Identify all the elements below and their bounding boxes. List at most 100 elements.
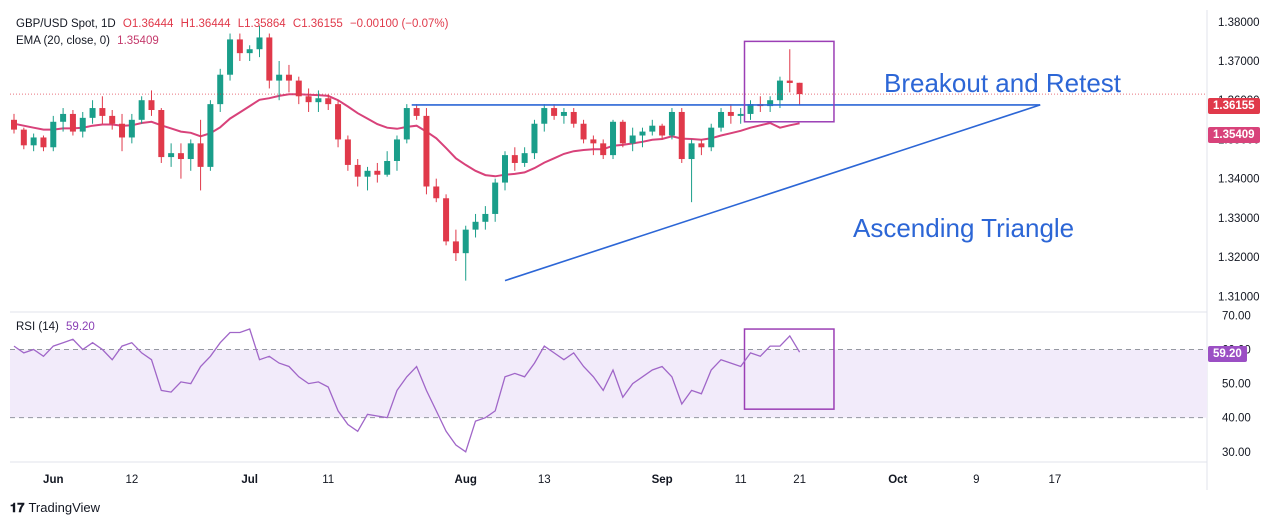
- ema-legend: EMA (20, close, 0) 1.35409: [16, 35, 163, 47]
- candle-body: [177, 153, 184, 160]
- candle-body: [776, 80, 783, 101]
- time-tick-label: 21: [793, 474, 806, 486]
- candle-body: [207, 104, 214, 167]
- ema-label: EMA (20, close, 0): [16, 35, 110, 47]
- candle-body: [560, 111, 567, 116]
- candle-body: [482, 213, 489, 222]
- time-tick-label: Sep: [652, 474, 673, 486]
- candle-body: [40, 137, 47, 148]
- candle-body: [737, 113, 744, 116]
- candle-body: [619, 121, 626, 144]
- rsi-highlight-box: [743, 328, 835, 410]
- annotation-breakout: Breakout and Retest: [884, 68, 1122, 98]
- time-tick-label: Oct: [888, 474, 907, 486]
- candle-body: [413, 108, 420, 116]
- breakout-box: [743, 40, 835, 123]
- rsi-tick-label: 30.00: [1222, 447, 1251, 459]
- time-tick-label: Jul: [241, 474, 258, 486]
- price-tick-label: 1.37000: [1218, 56, 1260, 68]
- rsi-badge: 59.20: [1208, 346, 1247, 362]
- time-tick-label: 12: [125, 474, 138, 486]
- candle-body: [462, 229, 469, 254]
- open-value: O1.36444: [122, 18, 174, 30]
- candle-body: [354, 164, 361, 177]
- candle-body: [511, 155, 518, 163]
- tradingview-brand: TradingView: [28, 500, 101, 515]
- candle-body: [158, 110, 165, 158]
- candle-body: [148, 100, 155, 111]
- candle-body: [433, 186, 440, 199]
- symbol-label: GBP/USD Spot, 1D: [16, 18, 116, 30]
- candle-body: [236, 39, 243, 54]
- candle-body: [246, 49, 253, 54]
- ema-value: 1.35409: [117, 35, 159, 47]
- candle-body: [698, 143, 705, 148]
- time-tick-label: 11: [735, 474, 747, 486]
- candle-body: [600, 143, 607, 156]
- rsi-tick-label: 70.00: [1222, 310, 1251, 322]
- close-value: C1.36155: [292, 18, 343, 30]
- candle-body: [344, 139, 351, 165]
- candle-body: [727, 111, 734, 116]
- candle-body: [649, 125, 656, 132]
- price-tick-label: 1.31000: [1218, 291, 1260, 303]
- candle-body: [256, 37, 263, 50]
- candle-body: [374, 170, 381, 175]
- candle-body: [472, 221, 479, 230]
- price-badge: 1.36155: [1208, 98, 1260, 114]
- candle-body: [119, 123, 126, 138]
- price-tick-label: 1.33000: [1218, 213, 1260, 225]
- candle-body: [393, 139, 400, 161]
- rsi-value: 59.20: [66, 321, 95, 333]
- candle-body: [128, 119, 135, 138]
- candle-body: [295, 80, 302, 97]
- price-tick-label: 1.32000: [1218, 252, 1260, 264]
- candle-body: [335, 104, 342, 140]
- rsi-line: [13, 328, 801, 453]
- time-tick-label: Jun: [43, 474, 63, 486]
- candle-body: [305, 96, 312, 103]
- high-value: H1.36444: [180, 18, 231, 30]
- annotation-triangle: Ascending Triangle: [853, 213, 1075, 243]
- candle-body: [30, 137, 37, 146]
- candle-body: [285, 74, 292, 81]
- rsi-tick-label: 40.00: [1222, 413, 1251, 425]
- candle-body: [99, 108, 106, 116]
- time-tick-label: 13: [538, 474, 551, 486]
- tradingview-logo[interactable]: 𝟏𝟕 TradingView: [10, 500, 100, 516]
- candle-body: [384, 161, 391, 175]
- time-tick-label: 9: [973, 474, 979, 486]
- candle-body: [492, 182, 499, 214]
- rsi-legend: RSI (14) 59.20: [16, 321, 99, 333]
- candle-body: [217, 74, 224, 105]
- candle-body: [266, 37, 273, 81]
- candle-body: [50, 121, 57, 148]
- candle-body: [551, 108, 558, 116]
- rsi-band: [10, 349, 1207, 418]
- candle-body: [531, 123, 538, 154]
- candle-body: [187, 143, 194, 160]
- time-tick-label: Aug: [455, 474, 477, 486]
- candle-body: [89, 108, 96, 118]
- candle-body: [443, 198, 450, 242]
- candle-body: [276, 74, 283, 81]
- candle-body: [570, 111, 577, 124]
- candle-body: [11, 119, 17, 130]
- candle-body: [69, 113, 76, 132]
- candle-body: [315, 98, 322, 103]
- candle-body: [423, 115, 430, 187]
- candle-body: [796, 82, 803, 95]
- candle-body: [197, 143, 204, 167]
- candle-body: [541, 108, 548, 124]
- candle-body: [521, 153, 528, 163]
- price-tick-label: 1.34000: [1218, 174, 1260, 186]
- ema-badge: 1.35409: [1208, 127, 1260, 143]
- candle-body: [708, 127, 715, 148]
- candle-body: [668, 111, 675, 136]
- candle-body: [659, 125, 666, 136]
- candle-body: [227, 39, 234, 75]
- price-tick-label: 1.38000: [1218, 17, 1260, 29]
- candle-body: [767, 100, 774, 107]
